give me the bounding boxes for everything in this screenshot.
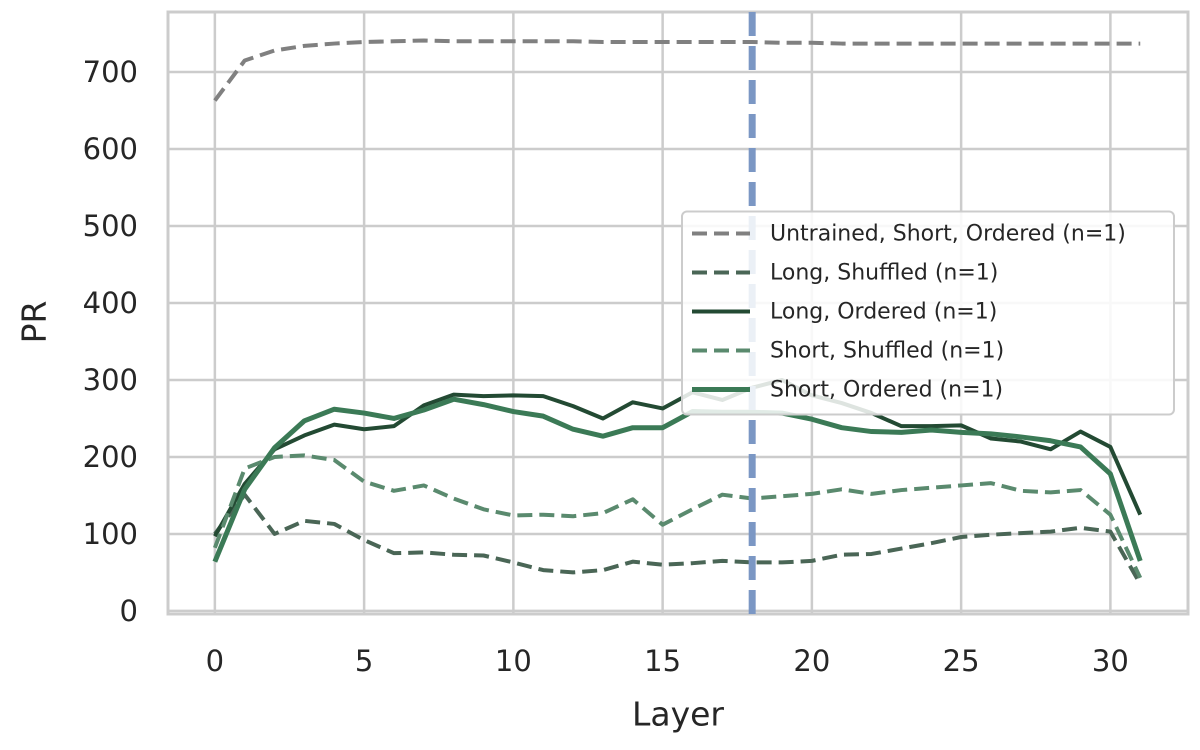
x-tick-label: 15: [644, 644, 681, 678]
legend-label: Short, Shuffled (n=1): [770, 339, 1004, 364]
legend-label: Untrained, Short, Ordered (n=1): [770, 222, 1126, 247]
y-tick-label: 200: [83, 440, 138, 474]
x-axis-label: Layer: [632, 695, 724, 734]
x-tick-label: 0: [206, 644, 224, 678]
y-tick-label: 100: [83, 517, 138, 551]
legend-label: Long, Shuffled (n=1): [770, 261, 998, 286]
x-tick-label: 30: [1092, 644, 1129, 678]
legend-label: Short, Ordered (n=1): [770, 378, 1003, 403]
y-tick-label: 400: [83, 286, 138, 320]
x-tick-label: 25: [943, 644, 980, 678]
data-line: [213, 38, 1141, 102]
x-tick-label: 5: [355, 644, 373, 678]
data-line: [213, 492, 1142, 585]
y-axis-label: PR: [15, 301, 54, 344]
y-tick-label: 600: [83, 132, 138, 166]
data-line: [212, 453, 1143, 579]
x-tick-label: 20: [793, 644, 830, 678]
legend-box: [681, 210, 1175, 416]
y-tick-label: 0: [120, 594, 138, 628]
data-line: [213, 377, 1143, 538]
legend: Untrained, Short, Ordered (n=1) Long, Shu…: [681, 210, 1175, 416]
y-tick-label: 500: [83, 209, 138, 243]
y-tick-label: 700: [83, 55, 138, 89]
plot-frame: [166, 10, 1190, 616]
legend-label: Long, Ordered (n=1): [770, 300, 997, 325]
y-tick-label: 300: [83, 363, 138, 397]
x-tick-label: 10: [495, 644, 532, 678]
data-line: [212, 396, 1143, 563]
